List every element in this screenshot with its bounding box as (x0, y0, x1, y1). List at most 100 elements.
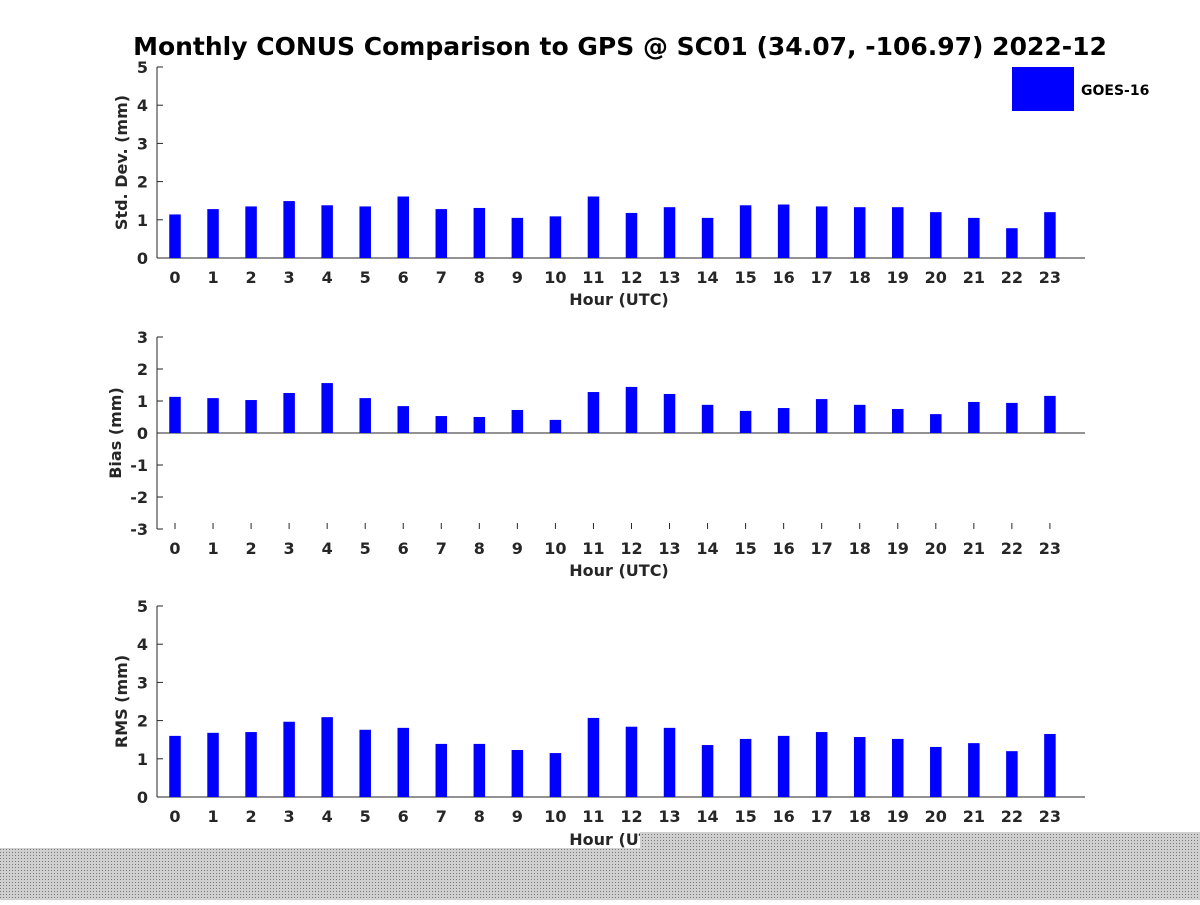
x-tick-label: 9 (512, 539, 523, 558)
bar-hour-5 (359, 398, 371, 433)
bar-hour-3 (283, 721, 295, 797)
y-tick-label: 5 (137, 597, 148, 616)
bar-hour-10 (549, 216, 562, 258)
x-tick-label: 4 (322, 539, 333, 558)
bar-hour-14 (701, 745, 714, 797)
y-tick-label: 2 (137, 173, 148, 192)
bar-hour-4 (321, 383, 333, 433)
x-tick-label: 6 (398, 539, 409, 558)
x-tick-label: 7 (436, 268, 447, 287)
x-tick-label: 18 (849, 539, 871, 558)
x-tick-label: 2 (246, 268, 257, 287)
bar-hour-12 (625, 386, 638, 433)
bar-hour-12 (625, 726, 638, 797)
bar-hour-23 (1044, 212, 1056, 258)
y-tick-label: 3 (137, 328, 148, 347)
bar-hour-21 (968, 217, 980, 258)
bar-hour-19 (892, 738, 904, 797)
y-axis-label: RMS (mm) (112, 655, 131, 748)
bar-hour-18 (853, 207, 866, 258)
bar-hour-0 (169, 396, 181, 433)
y-tick-label: -2 (130, 488, 148, 507)
x-tick-label: 6 (398, 268, 409, 287)
x-tick-label: 19 (887, 268, 909, 287)
x-tick-label: 22 (1001, 807, 1023, 826)
y-tick-label: 4 (137, 96, 148, 115)
bar-hour-1 (207, 732, 219, 797)
x-tick-label: 12 (620, 539, 642, 558)
bar-hour-15 (739, 205, 752, 258)
x-tick-label: 16 (773, 539, 795, 558)
x-tick-label: 3 (284, 807, 295, 826)
x-tick-label: 13 (658, 539, 680, 558)
x-tick-label: 22 (1001, 539, 1023, 558)
bar-hour-12 (625, 212, 638, 258)
x-tick-label: 13 (658, 268, 680, 287)
bar-hour-5 (359, 206, 371, 258)
bar-hour-17 (815, 399, 828, 433)
bar-hour-8 (473, 207, 486, 258)
bar-hour-20 (930, 414, 942, 433)
x-tick-label: 20 (925, 807, 947, 826)
x-axis-label: Hour (UTC) (569, 561, 669, 580)
y-tick-label: 0 (137, 788, 148, 807)
x-tick-label: 14 (696, 268, 718, 287)
y-tick-label: 4 (137, 635, 148, 654)
x-tick-label: 15 (734, 268, 756, 287)
bar-hour-3 (283, 201, 295, 258)
x-tick-label: 1 (207, 539, 218, 558)
x-tick-label: 1 (207, 268, 218, 287)
y-tick-label: 0 (137, 249, 148, 268)
x-tick-label: 2 (246, 807, 257, 826)
bar-hour-14 (701, 404, 714, 433)
y-axis-label: Std. Dev. (mm) (112, 95, 131, 230)
x-tick-label: 3 (284, 539, 295, 558)
bar-hour-18 (853, 737, 866, 797)
x-tick-label: 23 (1039, 539, 1061, 558)
x-tick-label: 5 (360, 539, 371, 558)
x-tick-label: 19 (887, 807, 909, 826)
bar-hour-10 (549, 753, 562, 797)
bar-hour-10 (549, 419, 562, 433)
bar-hour-4 (321, 717, 333, 797)
x-tick-label: 10 (544, 268, 566, 287)
legend: GOES-16 (1012, 67, 1149, 111)
x-tick-label: 11 (582, 268, 604, 287)
x-tick-label: 23 (1039, 807, 1061, 826)
bar-hour-20 (930, 212, 942, 258)
bar-hour-16 (777, 204, 790, 258)
y-tick-label: -3 (130, 520, 148, 539)
bar-hour-11 (587, 717, 600, 797)
bar-hour-6 (397, 727, 409, 797)
x-tick-label: 12 (620, 268, 642, 287)
y-tick-label: 2 (137, 360, 148, 379)
bar-hour-18 (853, 404, 866, 433)
bar-hour-19 (892, 207, 904, 258)
bar-hour-11 (587, 392, 600, 433)
bar-hour-1 (207, 209, 219, 258)
x-tick-label: 21 (963, 268, 985, 287)
bar-hour-22 (1006, 751, 1018, 797)
x-tick-label: 2 (246, 539, 257, 558)
x-tick-label: 0 (169, 539, 180, 558)
bar-hour-13 (663, 393, 676, 433)
x-tick-label: 16 (773, 268, 795, 287)
x-tick-label: 8 (474, 268, 485, 287)
bar-hour-8 (473, 743, 486, 797)
bar-hour-2 (245, 206, 257, 258)
x-tick-label: 17 (811, 807, 833, 826)
x-tick-label: 18 (849, 807, 871, 826)
bar-hour-1 (207, 398, 219, 433)
x-tick-label: 19 (887, 539, 909, 558)
bar-hour-17 (815, 206, 828, 258)
bar-hour-23 (1044, 395, 1056, 433)
bar-hour-11 (587, 196, 600, 258)
bar-hour-8 (473, 417, 486, 433)
bar-hour-21 (968, 743, 980, 797)
y-tick-label: 2 (137, 712, 148, 731)
y-tick-label: -1 (130, 456, 148, 475)
x-tick-label: 20 (925, 539, 947, 558)
